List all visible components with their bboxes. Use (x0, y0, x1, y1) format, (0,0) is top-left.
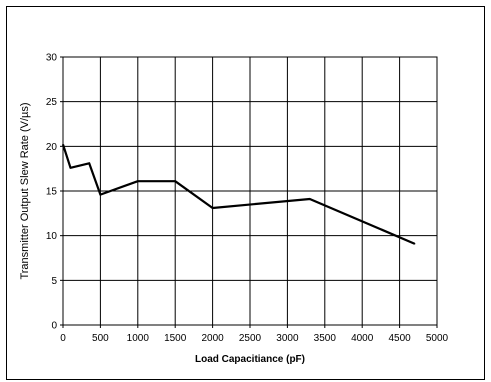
y-axis-title: Transmitter Output Slew Rate (V/µs) (19, 102, 31, 279)
y-tick-label: 10 (46, 231, 58, 242)
x-tick-label: 5000 (426, 333, 449, 344)
y-tick-label: 25 (46, 97, 58, 108)
x-tick-label: 3500 (314, 333, 337, 344)
x-tick-label: 2000 (201, 333, 224, 344)
data-point (211, 207, 214, 209)
data-point (69, 166, 72, 169)
data-point (137, 180, 139, 182)
x-tick-label: 2500 (239, 333, 262, 344)
x-tick-label: 1500 (164, 333, 187, 344)
plot-area-border (62, 56, 438, 326)
x-tick-label: 0 (60, 333, 66, 344)
y-tick-label: 20 (46, 142, 58, 153)
y-tick-labels: 0 5 10 15 20 25 30 (46, 53, 58, 332)
y-tick-label: 30 (46, 53, 58, 64)
x-tick-label: 4000 (351, 333, 374, 344)
x-tick-label: 4500 (388, 333, 411, 344)
data-point (309, 198, 311, 200)
chart-frame (6, 6, 485, 380)
x-tick-label: 1000 (127, 333, 150, 344)
series-group (61, 143, 416, 245)
data-point (99, 193, 102, 196)
grid (60, 56, 438, 328)
x-tick-labels: 0 500 1000 1500 2000 2500 3000 3500 4000 4500 5000 (60, 333, 448, 344)
y-tick-label: 15 (46, 187, 58, 198)
data-point (413, 242, 416, 245)
data-point (62, 143, 64, 146)
x-tick-label: 500 (92, 333, 109, 344)
x-axis-title: Load Capacitiance (pF) (195, 354, 305, 365)
y-tick-label: 5 (51, 276, 57, 287)
data-point (88, 162, 90, 165)
data-point (174, 180, 176, 182)
x-tick-label: 3000 (276, 333, 299, 344)
y-tick-label: 0 (51, 321, 57, 332)
